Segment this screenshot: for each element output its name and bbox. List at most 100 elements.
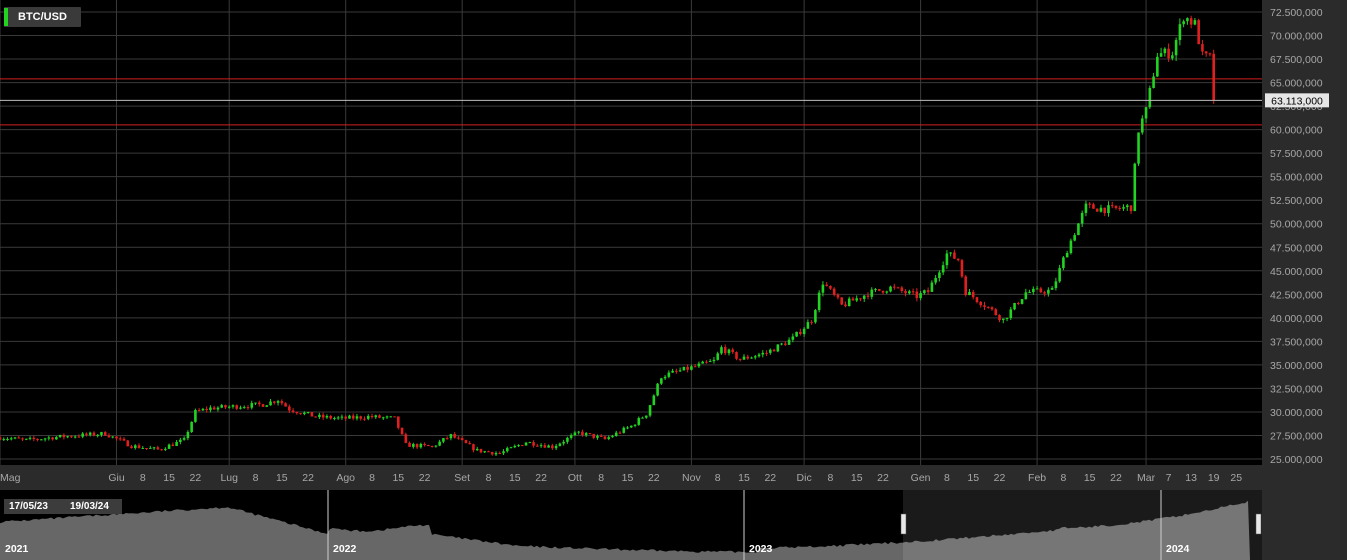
candle-body xyxy=(149,447,152,449)
candle-body xyxy=(847,298,851,307)
candle-body xyxy=(502,451,505,454)
candle-body xyxy=(652,395,656,406)
candle-body xyxy=(607,437,611,439)
candle-body xyxy=(547,445,550,448)
candle-body xyxy=(769,349,772,353)
price-level-lines xyxy=(0,78,1262,126)
candle-body xyxy=(299,413,302,415)
candle-body xyxy=(273,401,276,403)
candle-body xyxy=(881,290,885,293)
candle-body xyxy=(1020,299,1024,304)
candle-body xyxy=(438,441,441,446)
y-tick-label: 52.500,000 xyxy=(1270,195,1323,207)
candle-body xyxy=(1186,18,1189,22)
candle-body xyxy=(212,407,216,410)
x-tick-label: 22 xyxy=(1110,472,1122,484)
candle-body xyxy=(562,441,565,444)
candle-body xyxy=(678,370,682,372)
x-tick-label: 8 xyxy=(1060,472,1066,484)
symbol-badge: BTC/USD xyxy=(4,7,81,27)
candle-body xyxy=(115,436,118,439)
candle-body xyxy=(622,427,626,433)
candle-body xyxy=(536,445,539,447)
candle-body xyxy=(250,403,254,408)
candle-body xyxy=(291,410,295,412)
candle-body xyxy=(784,343,787,345)
candle-body xyxy=(118,438,122,440)
candle-body xyxy=(408,442,411,447)
candle-body xyxy=(366,415,370,419)
y-tick-label: 47.500,000 xyxy=(1270,242,1323,254)
candle-body xyxy=(513,445,517,448)
y-tick-label: 42.500,000 xyxy=(1270,289,1323,301)
candle-body xyxy=(445,438,449,440)
navigator-handle[interactable] xyxy=(900,513,907,535)
candle-body xyxy=(81,433,84,437)
x-tick-label: 22 xyxy=(535,472,547,484)
candle-body xyxy=(167,444,171,449)
candle-body xyxy=(453,434,456,438)
candle-body xyxy=(1182,21,1185,25)
candle-body xyxy=(581,431,584,436)
navigator-year-2023: 2023 xyxy=(749,543,773,555)
candle-body xyxy=(171,444,175,446)
x-tick-label: Lug xyxy=(220,472,238,484)
candle-body xyxy=(877,289,881,291)
candle-body xyxy=(156,447,160,450)
navigator-year-2022: 2022 xyxy=(333,543,357,555)
candle-body xyxy=(449,434,453,439)
y-tick-label: 70.000,000 xyxy=(1270,31,1323,43)
candle-body xyxy=(257,402,261,405)
candle-body xyxy=(246,407,250,409)
x-tick-label: 22 xyxy=(648,472,660,484)
candle-body xyxy=(6,438,9,440)
navigator-handle[interactable] xyxy=(1255,513,1262,535)
x-tick-label: 22 xyxy=(994,472,1006,484)
navigator-year-2021: 2021 xyxy=(5,543,29,555)
candle-body xyxy=(9,438,13,440)
candle-body xyxy=(866,295,870,297)
candle-body xyxy=(1103,207,1107,214)
candle-body xyxy=(393,416,396,418)
x-tick-label: 7 xyxy=(1166,472,1172,484)
candle-body xyxy=(404,434,408,443)
candle-body xyxy=(434,445,438,447)
candle-body xyxy=(216,407,220,410)
candle-body xyxy=(1212,53,1215,101)
candle-body xyxy=(359,416,363,419)
candle-body xyxy=(1148,87,1152,108)
plot-area[interactable] xyxy=(0,0,1262,465)
candle-body xyxy=(130,446,133,449)
candle-body xyxy=(40,439,43,441)
y-tick-label: 25.000,000 xyxy=(1270,454,1323,466)
candle-body xyxy=(73,436,77,438)
candle-body xyxy=(419,443,423,448)
candle-body xyxy=(708,361,712,363)
candle-body xyxy=(904,291,907,294)
candle-body xyxy=(532,442,535,446)
candle-body xyxy=(333,418,336,420)
y-tick-label: 55.000,000 xyxy=(1270,172,1323,184)
candle-body xyxy=(799,331,802,335)
candle-body xyxy=(889,286,892,292)
candle-body xyxy=(814,310,817,323)
candle-body xyxy=(810,322,813,324)
candle-body xyxy=(242,407,246,409)
candle-body xyxy=(1171,55,1174,59)
candle-body xyxy=(584,433,588,436)
candle-body xyxy=(1088,203,1091,205)
candle-body xyxy=(1167,48,1170,59)
y-tick-label: 50.000,000 xyxy=(1270,219,1323,231)
candle-body xyxy=(893,286,896,288)
candle-body xyxy=(310,412,314,417)
x-tick-label: Mar xyxy=(1137,472,1156,484)
candle-body xyxy=(986,306,990,308)
candle-body xyxy=(329,415,332,419)
candle-body xyxy=(761,352,765,355)
candle-body xyxy=(1001,318,1005,321)
candle-body xyxy=(209,407,212,411)
candle-body xyxy=(787,339,791,345)
navigator-series xyxy=(0,490,1262,560)
candle-body xyxy=(397,416,400,428)
